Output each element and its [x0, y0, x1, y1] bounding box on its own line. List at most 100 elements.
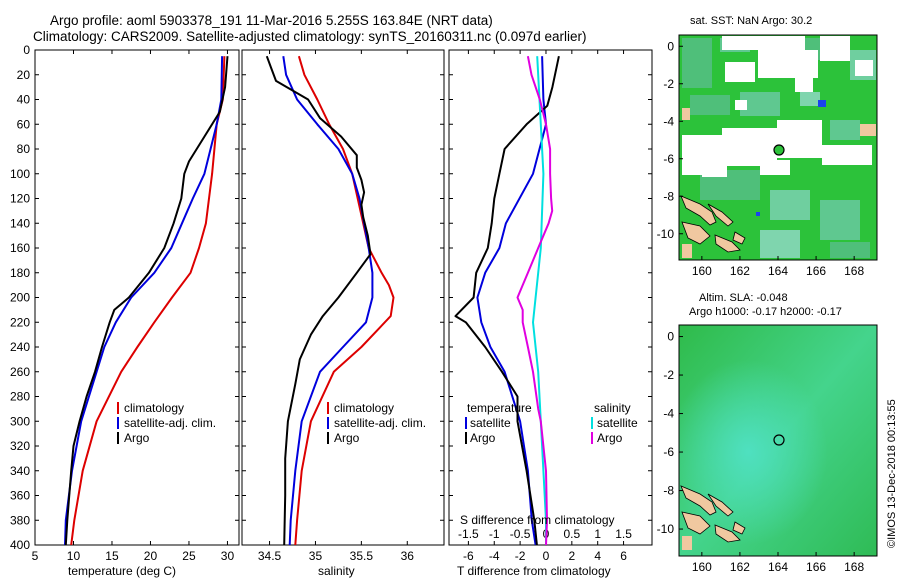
s-diff-tick-label: 1.5 — [615, 527, 632, 541]
sst-map-y-ticks: 0 -2 -4 -6 -8 -10 — [657, 39, 683, 241]
depth-tick-label: 260 — [10, 365, 30, 379]
title-line-2: Climatology: CARS2009. Satellite-adjuste… — [33, 29, 587, 44]
map-x-tick-label: 168 — [844, 264, 864, 278]
sla-anomaly-blob — [679, 325, 877, 556]
series-line-s-argo — [516, 56, 554, 545]
series-line-argo — [265, 55, 372, 545]
s-diff-tick-label: 0.5 — [563, 527, 580, 541]
series-line-s-satellite — [532, 56, 547, 545]
legend-satellite-adj: satellite-adj. clim. — [334, 416, 426, 430]
map-x-tick-label: 162 — [730, 264, 750, 278]
map-x-tick-label: 160 — [692, 264, 712, 278]
s-diff-tick-label: -1 — [489, 527, 500, 541]
map-x-tick-label: 166 — [806, 264, 826, 278]
depth-tick-label: 160 — [10, 241, 30, 255]
x-tick-label: 35.5 — [350, 549, 374, 563]
sla-map-title-2: Argo h1000: -0.17 h2000: -0.17 — [689, 306, 842, 318]
depth-tick-label: 80 — [17, 142, 31, 156]
depth-tick-label: 240 — [10, 340, 30, 354]
x-tick-label: -4 — [489, 549, 500, 563]
legend-s-satellite: satellite — [597, 416, 638, 430]
depth-tick-label: 300 — [10, 414, 30, 428]
legend-climatology: climatology — [334, 401, 394, 415]
legend-argo: Argo — [334, 431, 360, 445]
x-tick-label: -6 — [463, 549, 474, 563]
x-tick-label: 35 — [309, 549, 323, 563]
temperature-lines — [64, 56, 229, 545]
sst-missing-data — [682, 36, 873, 177]
depth-tick-label: 400 — [10, 538, 30, 552]
series-line-satellite-adj-clim- — [64, 56, 224, 545]
sst-land — [680, 108, 876, 258]
map-y-tick-label: -6 — [663, 152, 674, 166]
temperature-x-ticks: 5 10 15 20 25 30 — [32, 50, 235, 563]
map-y-tick-label: -4 — [663, 407, 674, 421]
depth-tick-label: 120 — [10, 192, 30, 206]
argo-float-marker — [773, 434, 785, 446]
x-tick-label: 25 — [182, 549, 196, 563]
x-tick-label: 30 — [221, 549, 235, 563]
x-tick-label: 5 — [32, 549, 39, 563]
temperature-panel — [34, 49, 240, 546]
sla-map-x-ticks: 160 162 164 166 168 — [692, 552, 864, 574]
sla-map-y-ticks: 0 -2 -4 -6 -8 -10 — [657, 330, 683, 536]
sst-map-x-ticks: 160 162 164 166 168 — [692, 256, 864, 278]
map-y-tick-label: -8 — [663, 484, 674, 498]
sst-map — [678, 34, 878, 261]
map-x-tick-label: 166 — [806, 560, 826, 574]
s-diff-tick-label: -1.5 — [458, 527, 479, 541]
legend-argo: Argo — [124, 431, 150, 445]
map-y-tick-label: -10 — [657, 227, 675, 241]
depth-tick-label: 200 — [10, 291, 30, 305]
temperature-xlabel: temperature (deg C) — [68, 564, 176, 578]
depth-axis: 0 20 40 60 80 100 120 140 160 180 200 220 240 260 280 3… — [10, 43, 652, 552]
sla-map — [678, 324, 878, 557]
legend-temperature-heading: temperature — [467, 401, 532, 415]
argo-float-marker — [773, 144, 785, 156]
series-line-satellite-adj-clim- — [282, 56, 374, 545]
legend-t-satellite: satellite — [470, 416, 511, 430]
x-tick-label: 6 — [620, 549, 627, 563]
depth-tick-label: 20 — [17, 68, 31, 82]
salinity-xlabel: salinity — [318, 564, 355, 578]
legend-salinity-heading: salinity — [594, 401, 631, 415]
map-y-tick-label: -2 — [663, 77, 674, 91]
map-y-tick-label: -4 — [663, 114, 674, 128]
depth-tick-label: 340 — [10, 464, 30, 478]
map-y-tick-label: -8 — [663, 189, 674, 203]
salinity-legend: climatology satellite-adj. clim. Argo — [327, 401, 426, 445]
depth-tick-label: 220 — [10, 315, 30, 329]
salinity-panel — [241, 49, 445, 546]
x-tick-label: -2 — [515, 549, 526, 563]
depth-tick-label: 280 — [10, 390, 30, 404]
copyright-label: ©IMOS 13-Dec-2018 00:13:55 — [886, 399, 898, 548]
map-x-tick-label: 164 — [768, 560, 788, 574]
map-y-tick-label: 0 — [667, 39, 674, 53]
s-difference-x-ticks: -1.5 -1 -0.5 0 0.5 1 1.5 — [458, 527, 632, 541]
x-tick-label: 20 — [144, 549, 158, 563]
s-difference-xlabel: S difference from climatology — [460, 513, 615, 527]
map-y-tick-label: -6 — [663, 445, 674, 459]
sla-map-title-1: Altim. SLA: -0.048 — [699, 292, 788, 304]
depth-tick-label: 180 — [10, 266, 30, 280]
t-difference-x-ticks: -6 -4 -2 0 2 4 6 — [463, 50, 627, 563]
s-diff-tick-label: 1 — [594, 527, 601, 541]
t-difference-xlabel: T difference from climatology — [457, 564, 611, 578]
title-line-1: Argo profile: aoml 5903378_191 11-Mar-20… — [50, 13, 493, 28]
depth-tick-label: 360 — [10, 489, 30, 503]
depth-tick-label: 380 — [10, 513, 30, 527]
x-tick-label: 10 — [67, 549, 81, 563]
salinity-x-ticks: 34.5 35 35.5 36 — [258, 50, 414, 563]
depth-tick-label: 320 — [10, 439, 30, 453]
map-x-tick-label: 168 — [844, 560, 864, 574]
salinity-lines — [265, 55, 395, 545]
difference-panel — [448, 49, 653, 546]
series-line-climatology — [70, 56, 226, 545]
x-tick-label: 4 — [594, 549, 601, 563]
x-tick-label: 2 — [568, 549, 575, 563]
legend-t-argo: Argo — [470, 431, 496, 445]
depth-tick-label: 40 — [17, 93, 31, 107]
difference-lines — [454, 55, 560, 545]
sst-patches — [682, 38, 876, 258]
